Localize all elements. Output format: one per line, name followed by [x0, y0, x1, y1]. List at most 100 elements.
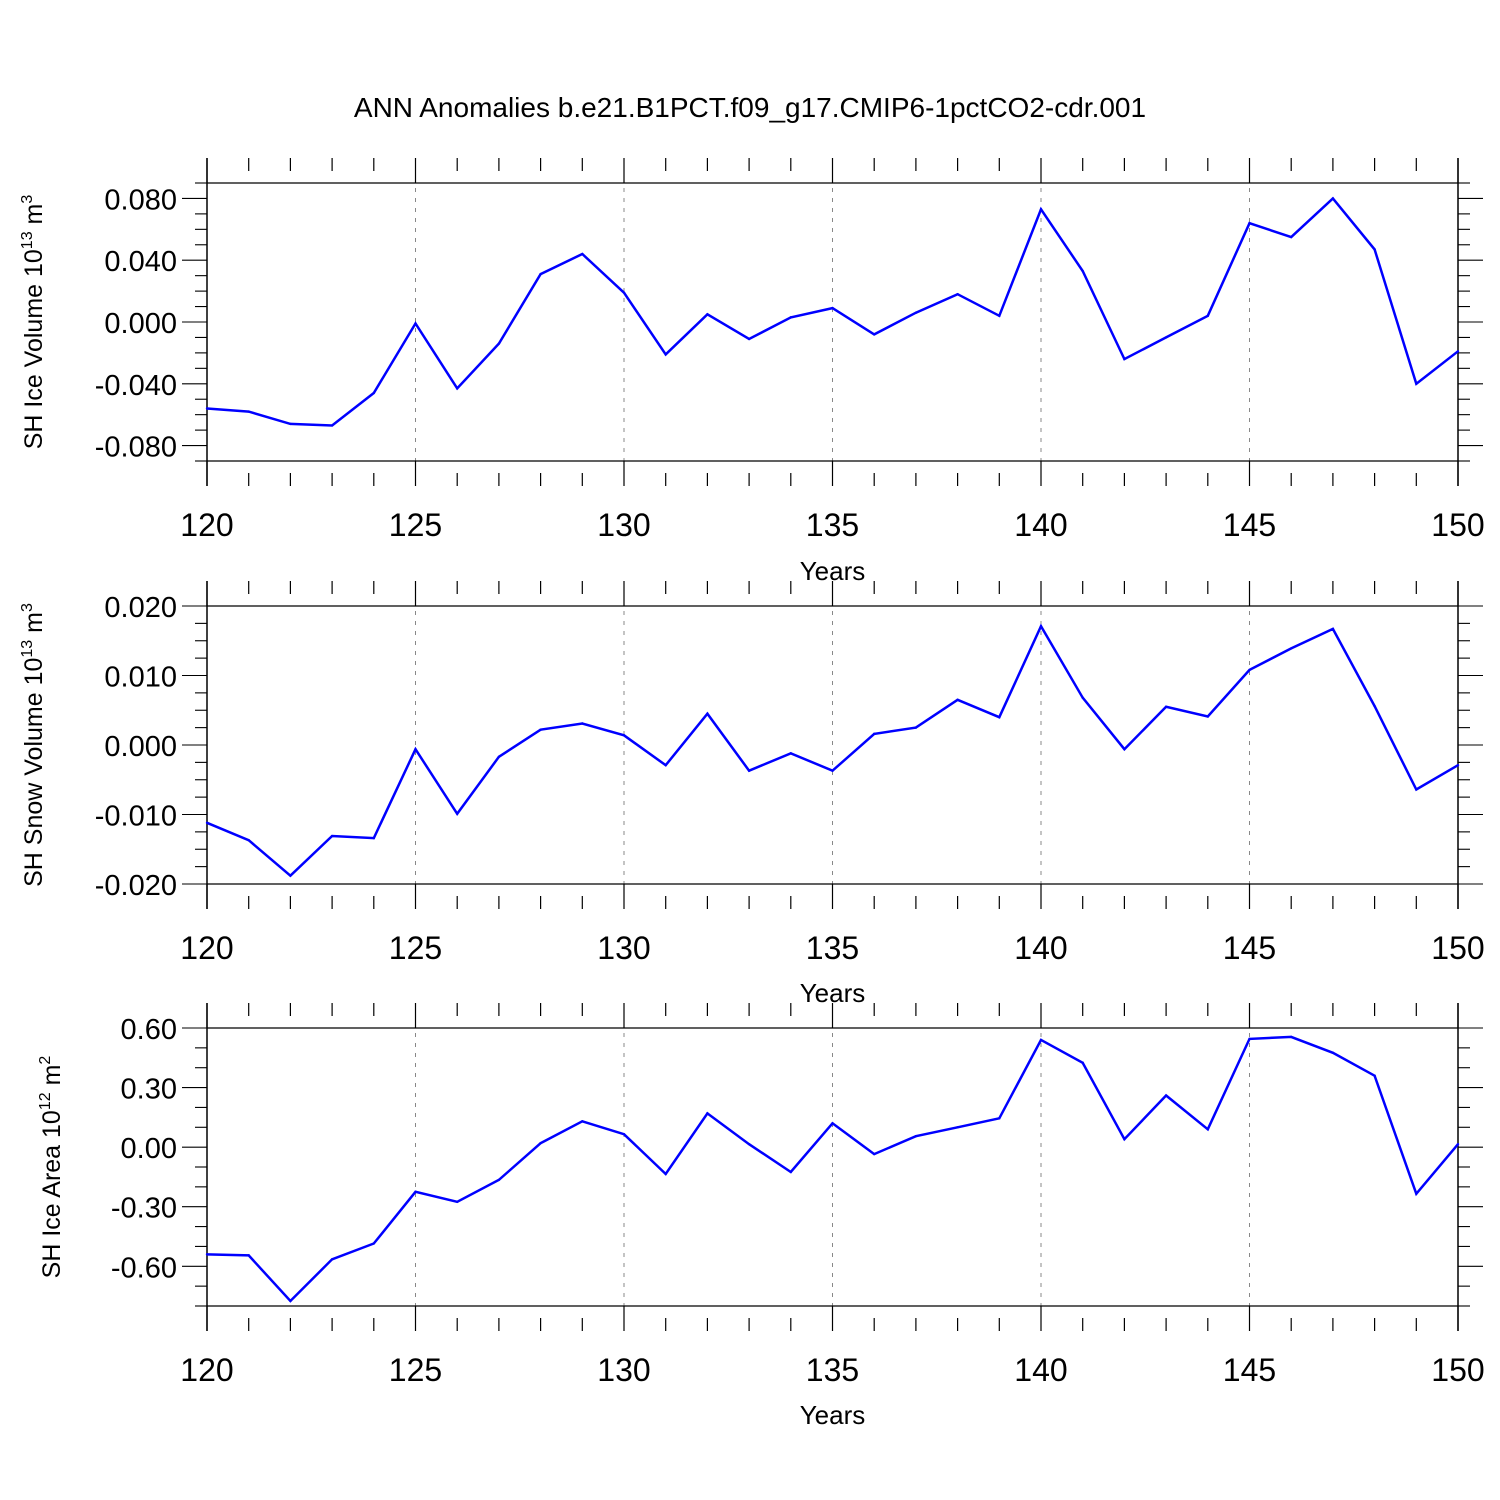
x-tick-label: 130: [597, 507, 650, 543]
data-point: [789, 1170, 792, 1174]
x-tick-label: 140: [1014, 1352, 1067, 1388]
y-tick-label: 0.00: [121, 1133, 177, 1165]
y-tick-label: -0.010: [95, 801, 177, 833]
x-tick-label: 145: [1223, 1352, 1276, 1388]
data-point: [622, 291, 626, 294]
data-point: [664, 763, 667, 767]
data-point: [247, 1254, 250, 1257]
data-point: [622, 734, 626, 737]
x-tick-label: 130: [597, 930, 650, 966]
data-point: [372, 836, 375, 840]
data-point: [1248, 668, 1251, 672]
data-point: [664, 1172, 667, 1176]
data-point: [581, 722, 584, 725]
x-tick-label: 150: [1431, 1352, 1484, 1388]
data-point: [1206, 715, 1210, 718]
data-point: [1206, 1128, 1210, 1131]
data-point: [1248, 221, 1251, 225]
y-axis-label: SH Ice Volume 1013 m3: [19, 195, 48, 450]
data-point: [873, 333, 876, 336]
data-point: [706, 313, 709, 316]
data-point: [747, 1142, 751, 1146]
x-tick-label: 130: [597, 1352, 650, 1388]
data-point: [581, 252, 584, 256]
data-point: [706, 1112, 709, 1115]
chart-panel-3: -0.60 -0.30 0.00 0.30 0.60 120 125 130 135 140 145…: [37, 1003, 1485, 1430]
data-point: [497, 342, 501, 345]
data-point: [831, 1122, 834, 1125]
data-point: [1415, 788, 1418, 791]
y-tick-label: 0.000: [104, 731, 177, 763]
y-tick-label: 0.020: [104, 592, 177, 624]
data-point: [1290, 235, 1293, 239]
data-point: [1456, 1142, 1460, 1146]
data-point: [1456, 350, 1460, 353]
data-point: [456, 1200, 459, 1203]
data-point: [1331, 197, 1335, 200]
x-tick-label: 125: [389, 930, 442, 966]
data-point: [706, 712, 709, 715]
data-point: [1415, 382, 1418, 385]
data-point: [1123, 747, 1126, 751]
x-tick-label: 125: [389, 507, 442, 543]
x-tick-label: 140: [1014, 930, 1067, 966]
data-point: [330, 1258, 334, 1261]
x-tick-label: 120: [180, 1352, 233, 1388]
y-tick-label: -0.020: [95, 870, 177, 902]
y-tick-label: -0.080: [95, 432, 177, 464]
x-tick-label: 140: [1014, 507, 1067, 543]
data-point: [873, 732, 876, 736]
data-point: [1415, 1192, 1418, 1196]
x-tick-label: 120: [180, 507, 233, 543]
data-point: [456, 387, 459, 390]
x-tick-label: 135: [806, 1352, 859, 1388]
data-point: [205, 821, 209, 825]
data-point: [747, 769, 751, 772]
data-point: [289, 1299, 292, 1303]
data-point: [914, 726, 918, 729]
data-point: [289, 422, 292, 426]
data-point: [1123, 357, 1126, 361]
chart-panel-2: -0.020 -0.010 0.000 0.010 0.020 120 125 130 135 1…: [19, 581, 1485, 1008]
data-point: [414, 747, 417, 751]
data-point: [539, 728, 542, 731]
data-point: [1039, 208, 1043, 211]
data-point: [1123, 1138, 1126, 1141]
chart-panel-1: -0.080 -0.040 0.000 0.040 0.080 120 125 130 135 1…: [19, 158, 1485, 586]
y-tick-label: 0.30: [121, 1074, 177, 1106]
data-point: [1081, 696, 1084, 699]
x-tick-label: 150: [1431, 507, 1484, 543]
data-point: [956, 293, 959, 296]
data-point: [1081, 1061, 1084, 1064]
data-point: [539, 272, 542, 276]
x-tick-label: 135: [806, 507, 859, 543]
data-point: [205, 407, 209, 410]
data-point: [831, 769, 834, 772]
y-tick-label: 0.000: [104, 308, 177, 340]
data-point: [1039, 1038, 1043, 1042]
data-point: [998, 716, 1001, 719]
y-tick-label: 0.60: [121, 1014, 177, 1046]
y-tick-label: 0.080: [104, 184, 177, 216]
data-point: [914, 311, 918, 314]
data-point: [789, 752, 792, 755]
x-tick-label: 145: [1223, 930, 1276, 966]
data-point: [205, 1253, 209, 1256]
data-point: [622, 1133, 626, 1136]
data-point: [956, 698, 959, 702]
data-point: [956, 1126, 959, 1129]
data-point: [1164, 336, 1168, 339]
data-point: [497, 1178, 501, 1182]
data-point: [1039, 624, 1043, 628]
y-tick-label: -0.30: [111, 1193, 177, 1225]
y-axis-label: SH Snow Volume 1013 m3: [19, 603, 48, 887]
data-point: [1373, 704, 1376, 708]
x-tick-label: 135: [806, 930, 859, 966]
y-tick-label: 0.010: [104, 662, 177, 694]
data-point: [330, 834, 334, 838]
x-tick-label: 145: [1223, 507, 1276, 543]
data-point: [414, 322, 417, 325]
x-axis-label: Years: [800, 1400, 866, 1430]
data-point: [664, 353, 667, 356]
